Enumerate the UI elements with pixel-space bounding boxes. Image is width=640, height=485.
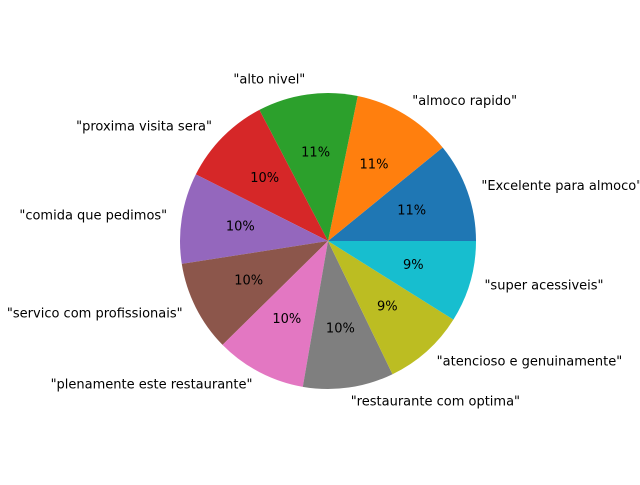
pie-slice (195, 109, 328, 241)
pie-slice (328, 241, 454, 375)
slice-label: "super acessiveis" (484, 278, 603, 293)
slice-percent-label: 10% (272, 312, 301, 327)
slice-percent-label: 11% (397, 204, 426, 219)
slices-layer (180, 93, 476, 389)
slice-percent-label: 9% (403, 258, 424, 273)
slice-label: "restaurante com optima" (351, 395, 520, 410)
slice-label: "comida que pedimos" (19, 208, 167, 223)
slice-percent-label: 10% (326, 321, 355, 336)
slice-percent-label: 11% (360, 158, 389, 173)
slice-label: "plenamente este restaurante" (51, 378, 253, 393)
slice-label: "Excelente para almoco" (481, 179, 640, 194)
percent-labels-layer: 11% 11% 11% 10% 10% 10% 10% 10% 9% 9% (226, 146, 426, 337)
slice-label: "almoco rapido" (412, 94, 517, 109)
pie-slice (328, 96, 443, 241)
slice-label: "proxima visita sera" (76, 119, 212, 134)
slice-percent-label: 10% (234, 273, 263, 288)
slice-percent-label: 9% (377, 300, 398, 315)
slice-percent-label: 11% (301, 146, 330, 161)
pie-slice (181, 241, 328, 345)
slice-percent-label: 10% (250, 171, 279, 186)
slice-label: "alto nivel" (233, 72, 305, 87)
slice-labels-layer: "Excelente para almoco" "almoco rapido" "a… (7, 72, 640, 409)
slice-label: "atencioso e genuinamente" (437, 355, 623, 370)
slice-percent-label: 10% (226, 220, 255, 235)
pie-slice (222, 241, 328, 387)
slice-label: "servico com profissionais" (7, 307, 183, 322)
pie-slice (302, 241, 393, 389)
pie-slice (259, 93, 358, 242)
pie-slice (328, 147, 476, 241)
pie-slice (180, 174, 328, 264)
pie-slice (328, 241, 476, 320)
